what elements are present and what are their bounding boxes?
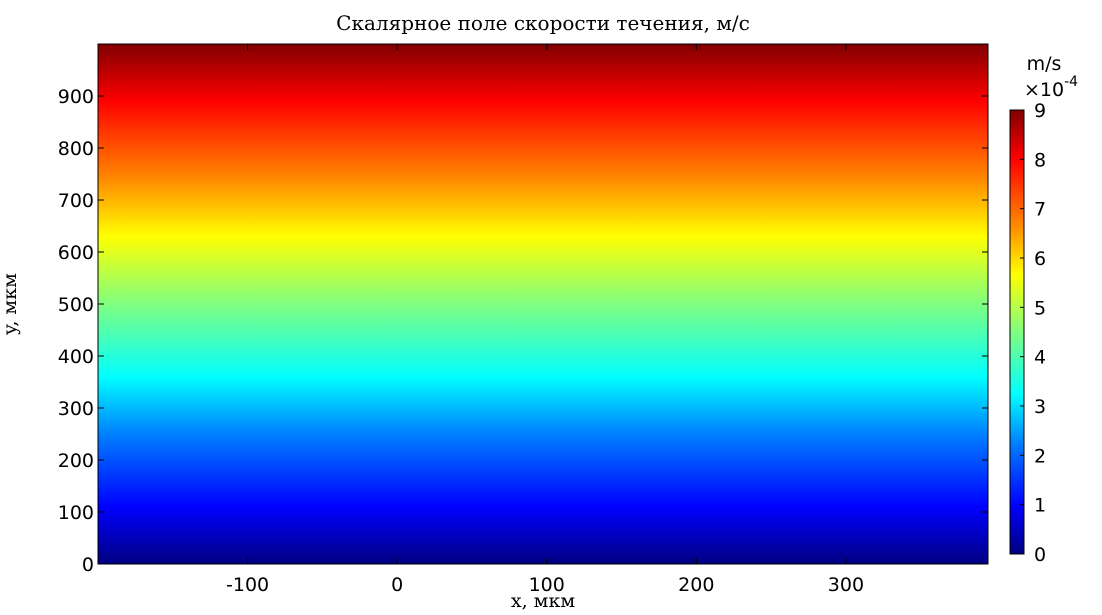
colorbar-tick-label: 0 — [1034, 544, 1046, 566]
y-tick-label: 800 — [58, 138, 94, 160]
colorbar-unit: m/s — [1027, 53, 1062, 75]
y-tick-label: 500 — [58, 294, 94, 316]
y-axis-label: y, мкм — [0, 273, 21, 336]
colorbar-multiplier-base: ×10 — [1024, 79, 1064, 101]
y-tick-label: 100 — [58, 502, 94, 524]
y-tick-label: 0 — [82, 554, 94, 576]
x-tick-label: 200 — [678, 574, 714, 596]
colorbar-tick-label: 2 — [1034, 445, 1046, 467]
chart-title: Скалярное поле скорости течения, м/с — [336, 11, 750, 35]
x-tick-label: 300 — [828, 574, 864, 596]
colorbar-tick-label: 7 — [1034, 199, 1046, 221]
x-tick-label: 0 — [391, 574, 403, 596]
colorbar — [1009, 109, 1025, 555]
x-tick-label: -100 — [226, 574, 269, 596]
colorbar-tick-label: 6 — [1034, 248, 1046, 270]
colorbar-multiplier: ×10-4 — [1024, 74, 1078, 101]
y-tick-label: 600 — [58, 242, 94, 264]
colorbar-multiplier-exponent: -4 — [1064, 74, 1078, 90]
x-axis-ticks: -100 0 100 200 300 — [226, 44, 864, 596]
colorbar-tick-label: 8 — [1034, 149, 1046, 171]
y-tick-label: 700 — [58, 190, 94, 212]
y-tick-label: 200 — [58, 450, 94, 472]
colorbar-tick-label: 9 — [1034, 100, 1046, 122]
x-axis-label: x, мкм — [511, 590, 575, 612]
colorbar-tick-label: 3 — [1034, 396, 1046, 418]
x-tick-label: 100 — [529, 574, 565, 596]
heatmap-field — [98, 44, 988, 564]
colorbar-tick-label: 1 — [1034, 495, 1046, 517]
colorbar-ticks: 0 1 2 3 4 5 6 7 8 9 — [1020, 100, 1046, 566]
y-axis-ticks: 0 100 200 300 400 500 600 700 800 900 — [58, 86, 988, 576]
y-tick-label: 300 — [58, 398, 94, 420]
y-tick-label: 400 — [58, 346, 94, 368]
colorbar-tick-label: 4 — [1034, 347, 1046, 369]
y-tick-label: 900 — [58, 86, 94, 108]
colorbar-tick-label: 5 — [1034, 297, 1046, 319]
